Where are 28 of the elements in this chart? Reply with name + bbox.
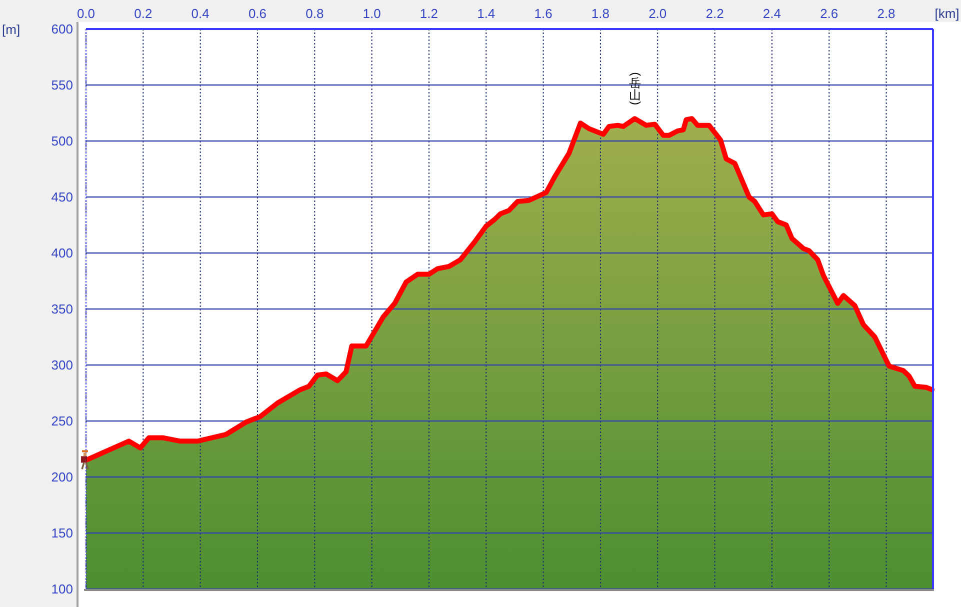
x-tick-label: 1.4 bbox=[477, 6, 496, 21]
y-tick-label: 200 bbox=[51, 470, 73, 484]
x-tick-label: 1.0 bbox=[362, 6, 381, 21]
y-tick-label: 250 bbox=[51, 414, 73, 428]
x-tick-label: 2.4 bbox=[762, 6, 781, 21]
y-tick-label: 300 bbox=[51, 358, 73, 372]
x-tick-label: 2.8 bbox=[877, 6, 896, 21]
y-tick-label: 500 bbox=[51, 134, 73, 148]
y-tick-label: 600 bbox=[51, 22, 73, 36]
y-tick-label: 400 bbox=[51, 246, 73, 260]
y-tick-label: 150 bbox=[51, 526, 73, 540]
y-tick-label: 350 bbox=[51, 302, 73, 316]
y-tick-label: 100 bbox=[51, 582, 73, 596]
x-tick-label: 2.2 bbox=[706, 6, 724, 21]
x-tick-label: 2.0 bbox=[648, 6, 667, 21]
x-tick-label: 2.6 bbox=[820, 6, 838, 21]
x-tick-label: 0.8 bbox=[306, 6, 324, 21]
y-axis-title: [m] bbox=[2, 22, 20, 37]
x-tick-label: 1.6 bbox=[534, 6, 552, 21]
x-tick-label: 1.8 bbox=[591, 6, 610, 21]
x-tick-label: 0.4 bbox=[191, 6, 210, 21]
x-tick-label: 0.2 bbox=[134, 6, 152, 21]
y-tick-label: 450 bbox=[51, 190, 73, 204]
x-tick-label: 1.2 bbox=[420, 6, 438, 21]
x-axis-title: [km] bbox=[934, 6, 960, 21]
x-tick-label: 0.6 bbox=[248, 6, 267, 21]
y-tick-label: 550 bbox=[51, 78, 73, 92]
x-tick-label: 0.0 bbox=[76, 6, 96, 21]
